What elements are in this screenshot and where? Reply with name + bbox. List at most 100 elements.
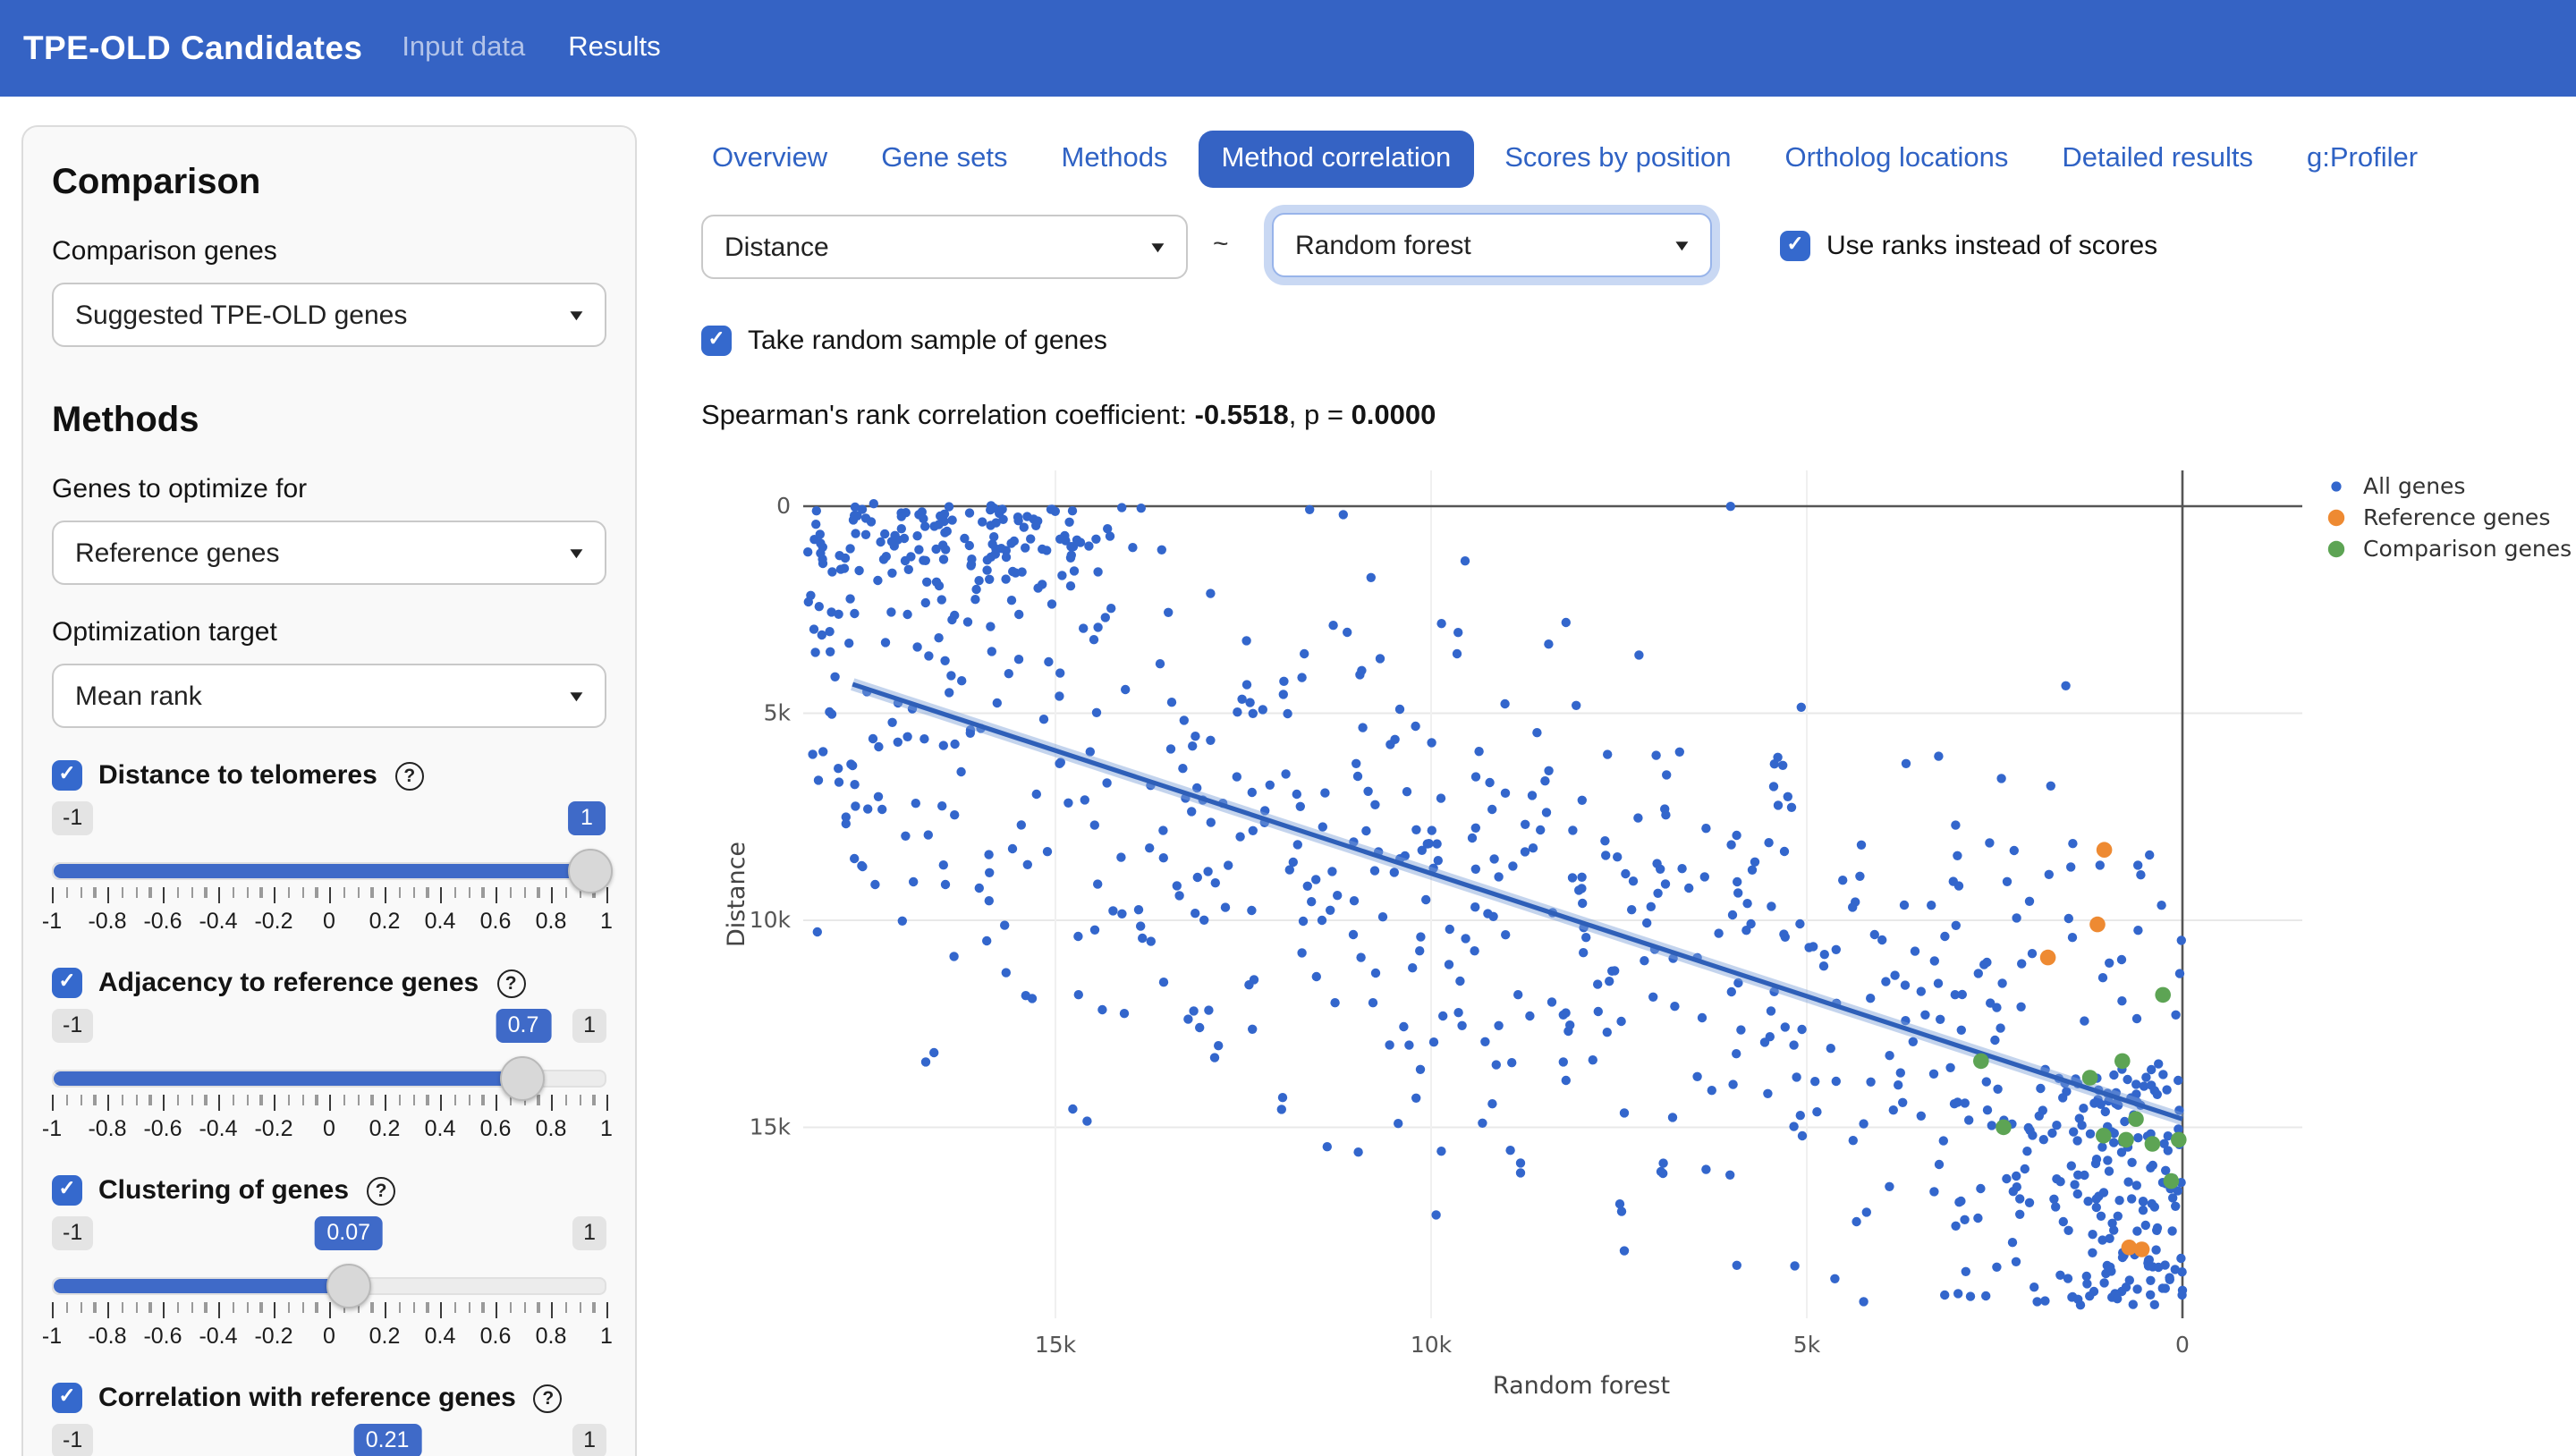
data-point[interactable] [1778, 761, 1787, 770]
data-point[interactable] [1862, 1207, 1871, 1216]
slider-handle[interactable] [500, 1056, 545, 1101]
data-point[interactable] [1985, 838, 1994, 847]
data-point[interactable] [2159, 1139, 2168, 1148]
data-point[interactable] [2106, 1263, 2114, 1272]
data-point[interactable] [1233, 772, 1241, 781]
data-point[interactable] [1055, 668, 1064, 677]
data-point[interactable] [934, 633, 943, 642]
data-point[interactable] [1983, 1105, 1992, 1114]
data-point[interactable] [1002, 968, 1011, 977]
data-point[interactable] [1032, 790, 1041, 799]
data-point[interactable] [1214, 1041, 1223, 1050]
data-point[interactable] [1951, 990, 1960, 999]
data-point[interactable] [2035, 1112, 2044, 1121]
data-point[interactable] [1278, 1093, 1287, 1102]
data-point[interactable] [1247, 906, 1256, 915]
data-point[interactable] [1070, 566, 1079, 575]
data-point[interactable] [1529, 843, 1538, 852]
comparison-gene-point[interactable] [2096, 1128, 2112, 1144]
data-point[interactable] [1293, 840, 1302, 849]
data-point[interactable] [1211, 878, 1220, 887]
data-point[interactable] [1385, 1040, 1394, 1049]
data-point[interactable] [1368, 998, 1377, 1007]
data-point[interactable] [2127, 1158, 2136, 1167]
data-point[interactable] [1911, 946, 1919, 955]
data-point[interactable] [1043, 847, 1052, 856]
data-point[interactable] [1894, 1080, 1902, 1089]
data-point[interactable] [1787, 803, 1796, 812]
data-point[interactable] [1343, 628, 1352, 637]
data-point[interactable] [1653, 889, 1662, 898]
data-point[interactable] [1561, 1008, 1570, 1017]
data-point[interactable] [901, 832, 910, 841]
data-point[interactable] [1394, 1119, 1402, 1128]
data-point[interactable] [921, 556, 930, 565]
data-point[interactable] [1090, 926, 1099, 935]
data-point[interactable] [2072, 1136, 2081, 1145]
data-point[interactable] [1283, 709, 1292, 718]
data-point[interactable] [1728, 910, 1737, 919]
data-point[interactable] [940, 656, 949, 665]
data-point[interactable] [1881, 977, 1890, 986]
data-point[interactable] [912, 531, 921, 540]
data-point[interactable] [1726, 502, 1735, 511]
data-point[interactable] [1063, 799, 1072, 808]
data-point[interactable] [937, 595, 946, 604]
comparison-gene-point[interactable] [2128, 1111, 2144, 1127]
tab-detailed-results[interactable]: Detailed results [2038, 131, 2276, 188]
data-point[interactable] [880, 529, 889, 538]
data-point[interactable] [1237, 695, 1246, 704]
data-point[interactable] [912, 642, 921, 651]
data-point[interactable] [931, 545, 940, 554]
data-point[interactable] [1191, 909, 1199, 918]
data-point[interactable] [2068, 933, 2077, 942]
data-point[interactable] [851, 801, 860, 810]
data-point[interactable] [1629, 876, 1638, 885]
data-point[interactable] [1826, 1044, 1835, 1053]
data-point[interactable] [804, 597, 813, 606]
data-point[interactable] [1790, 1261, 1799, 1270]
data-point[interactable] [978, 517, 987, 526]
data-point[interactable] [1603, 1028, 1612, 1037]
data-point[interactable] [1057, 571, 1066, 580]
data-point[interactable] [1852, 1217, 1860, 1226]
data-point[interactable] [1920, 1011, 1929, 1020]
data-point[interactable] [849, 515, 858, 524]
data-point[interactable] [939, 860, 948, 869]
help-icon[interactable]: ? [534, 1384, 563, 1412]
data-point[interactable] [945, 502, 953, 511]
data-point[interactable] [1033, 583, 1042, 592]
comparison-gene-point[interactable] [2114, 1054, 2131, 1070]
data-point[interactable] [1339, 510, 1348, 519]
data-point[interactable] [965, 508, 974, 517]
data-point[interactable] [1890, 970, 1899, 979]
slider-track[interactable] [52, 1070, 606, 1088]
data-point[interactable] [2105, 1234, 2114, 1243]
data-point[interactable] [1492, 1060, 1501, 1069]
data-point[interactable] [1877, 935, 1886, 944]
help-icon[interactable]: ? [367, 1176, 395, 1205]
data-point[interactable] [1859, 1119, 1868, 1128]
data-point[interactable] [1195, 1023, 1204, 1032]
data-point[interactable] [2174, 1076, 2182, 1085]
data-point[interactable] [2171, 1202, 2180, 1211]
data-point[interactable] [1812, 1107, 1821, 1116]
data-point[interactable] [1707, 1086, 1716, 1095]
data-point[interactable] [2055, 1271, 2064, 1280]
data-point[interactable] [2133, 860, 2142, 869]
data-point[interactable] [2063, 1226, 2072, 1235]
data-point[interactable] [2092, 1194, 2101, 1203]
data-point[interactable] [818, 559, 827, 568]
data-point[interactable] [2139, 1197, 2148, 1206]
data-point[interactable] [887, 569, 896, 578]
data-point[interactable] [1973, 1214, 1982, 1223]
data-point[interactable] [810, 648, 819, 656]
data-point[interactable] [1137, 504, 1146, 512]
data-point[interactable] [1432, 839, 1441, 848]
data-point[interactable] [845, 594, 854, 603]
data-point[interactable] [873, 576, 882, 585]
data-point[interactable] [2016, 1003, 2025, 1012]
tab-method-correlation[interactable]: Method correlation [1198, 131, 1474, 188]
legend-label-reference[interactable]: Reference genes [2363, 504, 2550, 530]
data-point[interactable] [1297, 673, 1306, 681]
